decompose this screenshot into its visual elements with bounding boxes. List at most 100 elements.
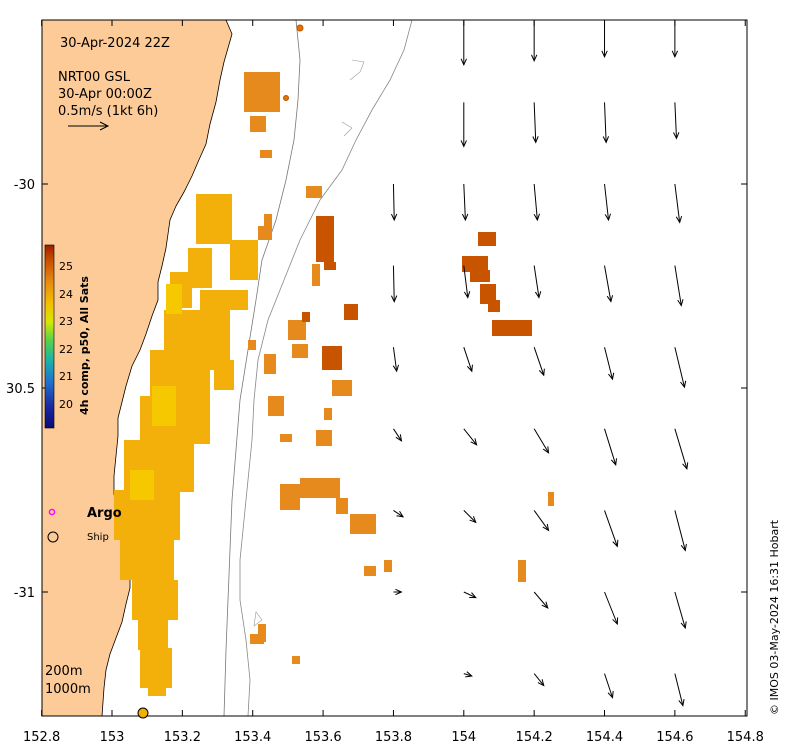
x-tick-label: 153.2 [164, 730, 201, 745]
y-tick-label: -31 [14, 586, 35, 601]
argo-marker-icon [48, 508, 56, 516]
current-vector-arrow [533, 265, 542, 299]
sst-pixel [518, 560, 526, 582]
sst-pixel [260, 150, 272, 158]
current-vector-arrow [674, 183, 683, 224]
current-vector-arrow [533, 673, 545, 687]
contour-200m [223, 20, 301, 716]
sst-pixel [166, 284, 182, 314]
current-vector-arrow [393, 428, 403, 442]
sst-pixel [250, 116, 266, 132]
x-axis: 152.8 153 153.2 153.4 153.6 153.8 154 154.2 154.… [23, 20, 764, 745]
credit-text: © IMOS 03-May-2024 16:31 Hobart [768, 519, 781, 715]
current-vector-arrow [390, 183, 398, 222]
x-tick-label: 154 [451, 730, 476, 745]
current-vector-arrow [674, 428, 689, 470]
header-datetime: 30-Apr-2024 22Z [60, 36, 170, 51]
sst-pixel [292, 656, 300, 664]
current-vector-arrow [533, 347, 545, 377]
current-vector-arrow [463, 428, 478, 446]
sst-pixel [288, 320, 306, 340]
sst-pixel [132, 580, 178, 620]
x-tick-label: 152.8 [23, 730, 60, 745]
sst-pixel [138, 620, 168, 650]
x-tick-label: 153.8 [375, 730, 412, 745]
sst-pixel [130, 470, 154, 500]
sst-pixel [350, 514, 376, 534]
y-axis: -30 30.5 -31 [6, 178, 747, 601]
plot-frame [41, 19, 748, 717]
x-tick-label: 154.4 [586, 730, 623, 745]
sst-pixel [280, 484, 300, 510]
depth-200m-label: 200m [45, 664, 82, 679]
current-vector-arrow [604, 673, 614, 699]
current-vector-arrow [533, 591, 549, 609]
sst-pixel [488, 300, 500, 312]
sst-pixel [364, 566, 376, 576]
sst-pixel [470, 270, 490, 282]
contour-detail [253, 59, 365, 627]
current-vector-arrow [461, 183, 469, 222]
x-tick-label: 153 [100, 730, 125, 745]
x-tick-label: 153.4 [234, 730, 271, 745]
sst-pixel [258, 624, 266, 642]
argo-float-marker [296, 24, 304, 32]
colorbar-tick-21: 21 [59, 370, 73, 383]
x-tick-label: 153.6 [304, 730, 341, 745]
current-vector-arrow [532, 102, 539, 144]
sst-pixel [280, 434, 292, 442]
sst-pixel [152, 386, 176, 426]
sst-pixel [462, 256, 488, 272]
current-vector-arrow [604, 347, 615, 381]
current-vector-arrow [674, 510, 687, 552]
current-vector-arrow [460, 102, 467, 148]
current-vector-arrow [602, 102, 610, 144]
sst-pixel [292, 344, 308, 358]
current-vector-arrow [393, 509, 405, 518]
colorbar [44, 244, 55, 429]
legend-argo: Argo [87, 506, 122, 521]
sst-pixel [312, 264, 320, 286]
ship-marker-icon [47, 531, 59, 543]
current-vector-arrow [463, 671, 473, 678]
colorbar-tick-20: 20 [59, 398, 73, 411]
current-vector-arrow [604, 265, 614, 303]
sst-pixel [344, 304, 358, 320]
sst-pixel [384, 560, 392, 572]
sst-pixel [480, 284, 496, 304]
ship-position-marker [137, 707, 149, 719]
y-tick-label: 30.5 [6, 382, 35, 397]
sst-pixel [316, 430, 332, 446]
current-vector-arrow [674, 673, 685, 707]
colorbar-tick-22: 22 [59, 343, 73, 356]
colorbar-tick-25: 25 [59, 260, 73, 273]
current-vectors [390, 20, 689, 707]
legend-ship: Ship [87, 532, 109, 543]
current-vector-arrow [463, 591, 477, 599]
current-vector-arrow [463, 510, 477, 524]
current-vector-arrow [604, 183, 612, 222]
sst-pixel [324, 262, 336, 270]
sst-pixel [316, 216, 334, 262]
sst-pixel [264, 354, 276, 374]
current-vector-arrow [463, 347, 473, 373]
current-vector-arrow [460, 20, 467, 67]
header-product: NRT00 GSL [58, 70, 131, 85]
sst-pixel [306, 186, 322, 198]
sst-pixel [196, 194, 232, 244]
x-tick-label: 154.8 [727, 730, 764, 745]
current-vector-arrow [674, 591, 687, 630]
sst-pixel [336, 498, 348, 514]
sst-pixel [478, 232, 496, 246]
current-vector-arrow [674, 347, 687, 389]
sst-pixel [120, 540, 174, 580]
sst-pixel [332, 380, 352, 396]
sst-layer [114, 72, 554, 696]
current-vector-arrow [390, 265, 398, 303]
sst-pixel [548, 492, 554, 506]
current-vector-arrow [533, 510, 550, 532]
sst-pixel [322, 346, 342, 370]
x-tick-label: 154.2 [516, 730, 553, 745]
colorbar-tick-23: 23 [59, 315, 73, 328]
